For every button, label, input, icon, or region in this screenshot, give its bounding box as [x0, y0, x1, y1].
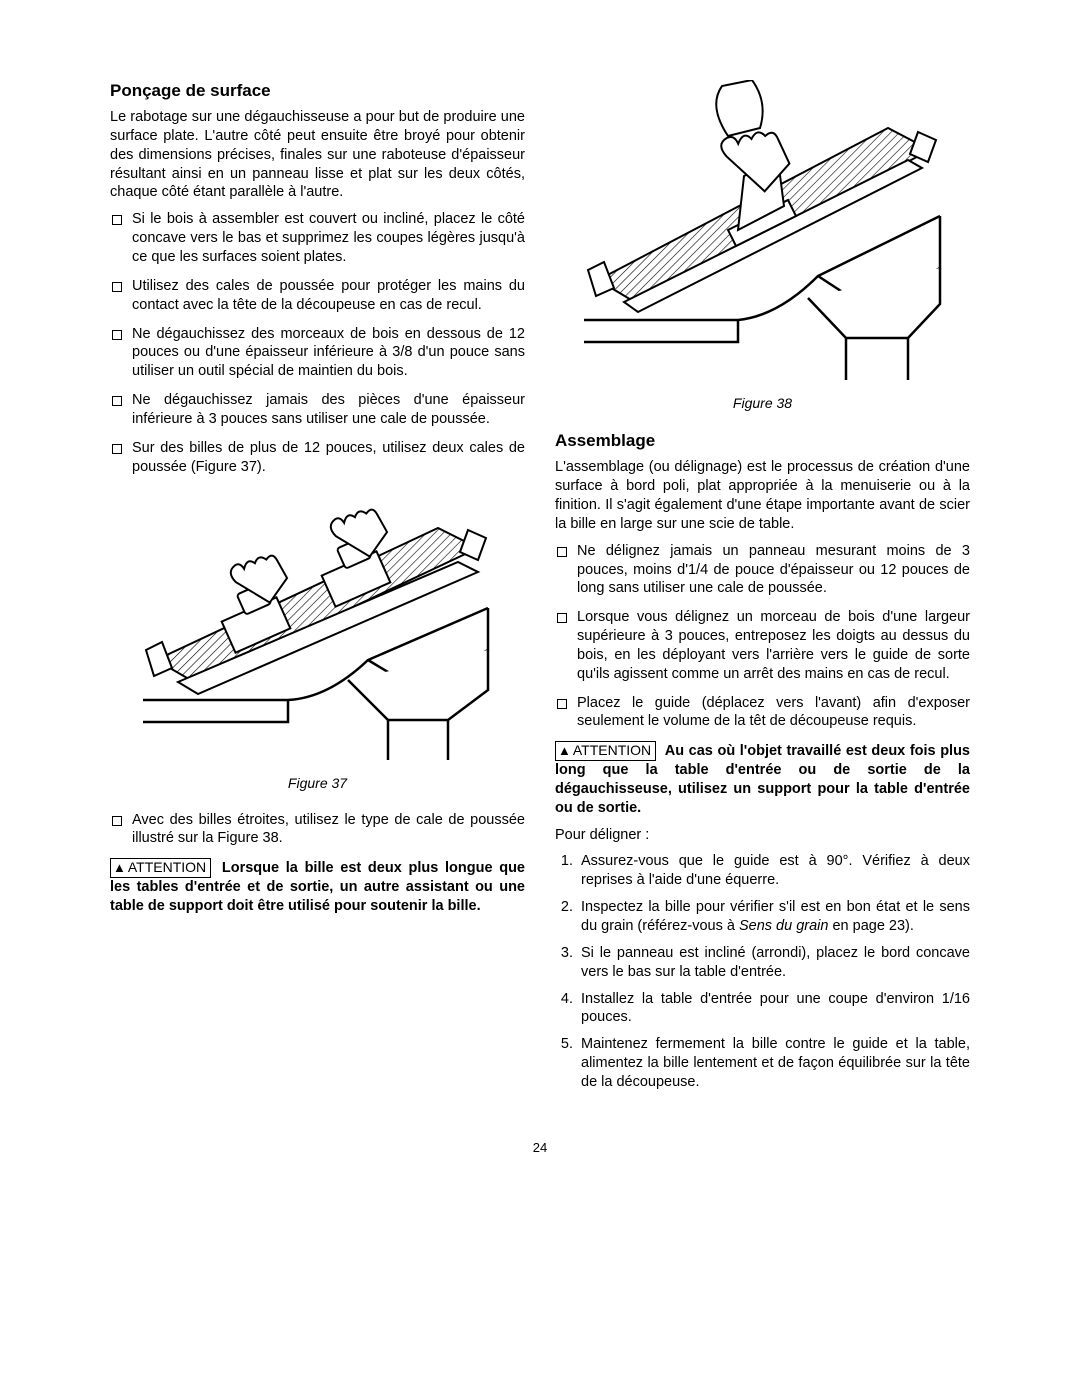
list-item: Si le bois à assembler est couvert ou in…: [132, 210, 525, 267]
list-item: Placez le guide (déplacez vers l'avant) …: [577, 694, 970, 732]
attention-badge: ▲ATTENTION: [110, 858, 211, 877]
figure-38-caption: Figure 38: [555, 394, 970, 412]
page-number: 24: [110, 1140, 970, 1157]
section-heading-poncage: Ponçage de surface: [110, 80, 525, 102]
poncage-bullets-a: Si le bois à assembler est couvert ou in…: [110, 210, 525, 476]
figure-38-illustration: [578, 80, 948, 390]
figure-38: Figure 38: [555, 80, 970, 412]
warning-triangle-icon: ▲: [558, 743, 571, 758]
attention-2: ▲ATTENTION Au cas où l'objet travaillé e…: [555, 741, 970, 817]
poncage-intro: Le rabotage sur une dégauchisseuse a pou…: [110, 108, 525, 202]
list-item: Assurez-vous que le guide est à 90°. Vér…: [577, 852, 970, 890]
attention-label: ATTENTION: [128, 859, 206, 875]
attention-label: ATTENTION: [573, 742, 651, 758]
assemblage-intro: L'assemblage (ou délignage) est le proce…: [555, 458, 970, 533]
right-column: Figure 38 Assemblage L'assemblage (ou dé…: [555, 80, 970, 1100]
left-column: Ponçage de surface Le rabotage sur une d…: [110, 80, 525, 1100]
pour-deligner-label: Pour déligner :: [555, 826, 970, 845]
list-item: Ne dégauchissez jamais des pièces d'une …: [132, 391, 525, 429]
list-item: Installez la table d'entrée pour une cou…: [577, 990, 970, 1028]
step-italic: Sens du grain: [739, 918, 828, 934]
list-item: Utilisez des cales de poussée pour proté…: [132, 277, 525, 315]
figure-37-caption: Figure 37: [110, 774, 525, 792]
list-item: Inspectez la bille pour vérifier s'il es…: [577, 898, 970, 936]
deligner-steps: Assurez-vous que le guide est à 90°. Vér…: [555, 852, 970, 1091]
list-item: Ne dégauchissez des morceaux de bois en …: [132, 325, 525, 382]
figure-37: Figure 37: [110, 490, 525, 792]
step-post: en page 23).: [828, 918, 913, 934]
list-item: Avec des billes étroites, utilisez le ty…: [132, 811, 525, 849]
list-item: Sur des billes de plus de 12 pouces, uti…: [132, 439, 525, 477]
two-column-layout: Ponçage de surface Le rabotage sur une d…: [110, 80, 970, 1100]
attention-badge: ▲ATTENTION: [555, 741, 656, 760]
attention-1: ▲ATTENTION Lorsque la bille est deux plu…: [110, 858, 525, 916]
section-heading-assemblage: Assemblage: [555, 430, 970, 452]
figure-37-illustration: [138, 490, 498, 770]
list-item: Maintenez fermement la bille contre le g…: [577, 1035, 970, 1092]
assemblage-bullets: Ne délignez jamais un panneau mesurant m…: [555, 542, 970, 732]
list-item: Si le panneau est incliné (arrondi), pla…: [577, 944, 970, 982]
poncage-bullets-b: Avec des billes étroites, utilisez le ty…: [110, 811, 525, 849]
list-item: Lorsque vous délignez un morceau de bois…: [577, 608, 970, 683]
list-item: Ne délignez jamais un panneau mesurant m…: [577, 542, 970, 599]
warning-triangle-icon: ▲: [113, 860, 126, 875]
